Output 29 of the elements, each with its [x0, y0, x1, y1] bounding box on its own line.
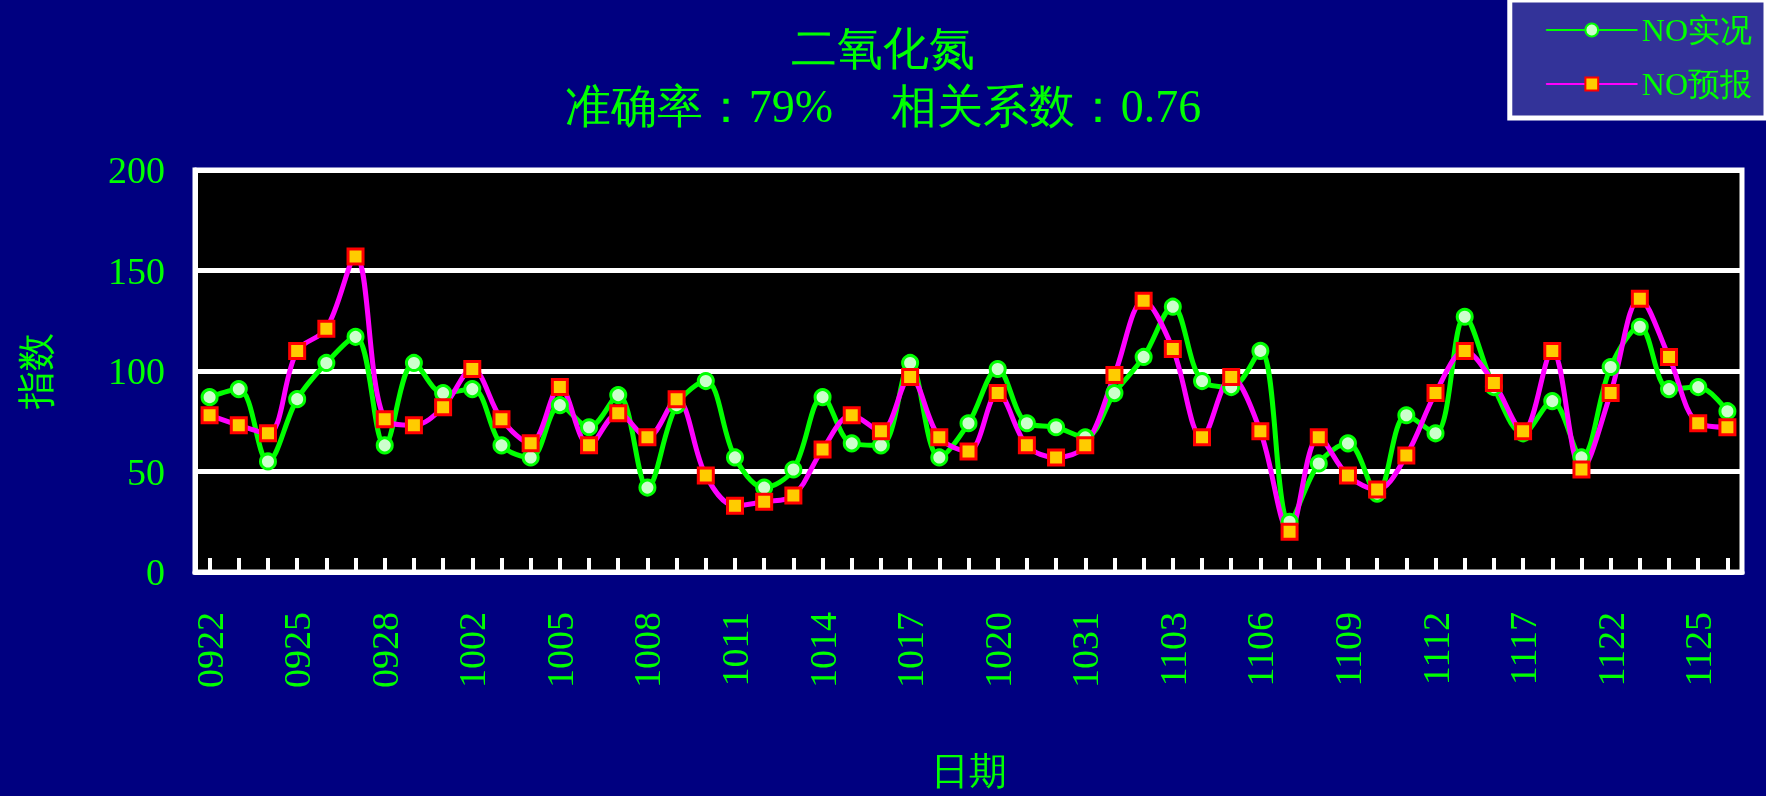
x-tick-label: 1103	[1151, 612, 1194, 687]
x-tick-label: 1109	[1326, 612, 1369, 687]
x-tick-label: 1106	[1239, 612, 1282, 687]
x-tick-label: 0922	[188, 612, 231, 688]
x-tick-label: 1014	[801, 612, 844, 688]
x-tick-label: 1112	[1414, 612, 1457, 686]
x-tick-label: 1117	[1502, 612, 1545, 686]
legend-label: NO预报	[1641, 66, 1752, 102]
x-tick-label: 1020	[976, 612, 1019, 688]
chart-title: 二氧化氮	[791, 22, 975, 74]
x-tick-label: 1125	[1677, 612, 1720, 687]
y-tick-label: 150	[108, 249, 165, 292]
x-tick-label: 1008	[626, 612, 669, 688]
x-axis-title: 日期	[930, 750, 1007, 792]
y-tick-label: 50	[127, 450, 165, 493]
x-tick-label: 0928	[363, 612, 406, 688]
x-tick-label: 1031	[1064, 612, 1107, 688]
y-tick-label: 0	[146, 551, 165, 593]
chart-subtitle: 准确率：79% 相关系数：0.76	[564, 80, 1202, 132]
x-tick-label: 1017	[889, 612, 932, 688]
x-tick-label: 1002	[451, 612, 494, 688]
y-tick-label: 100	[108, 350, 165, 392]
x-tick-label: 1122	[1589, 612, 1632, 687]
y-axis-title: 指数	[15, 333, 57, 410]
x-tick-label: 0925	[276, 612, 319, 688]
legend-label: NO实况	[1641, 12, 1752, 48]
x-tick-label: 1005	[538, 612, 581, 688]
y-tick-label: 200	[108, 149, 165, 191]
x-tick-label: 1011	[713, 612, 756, 687]
